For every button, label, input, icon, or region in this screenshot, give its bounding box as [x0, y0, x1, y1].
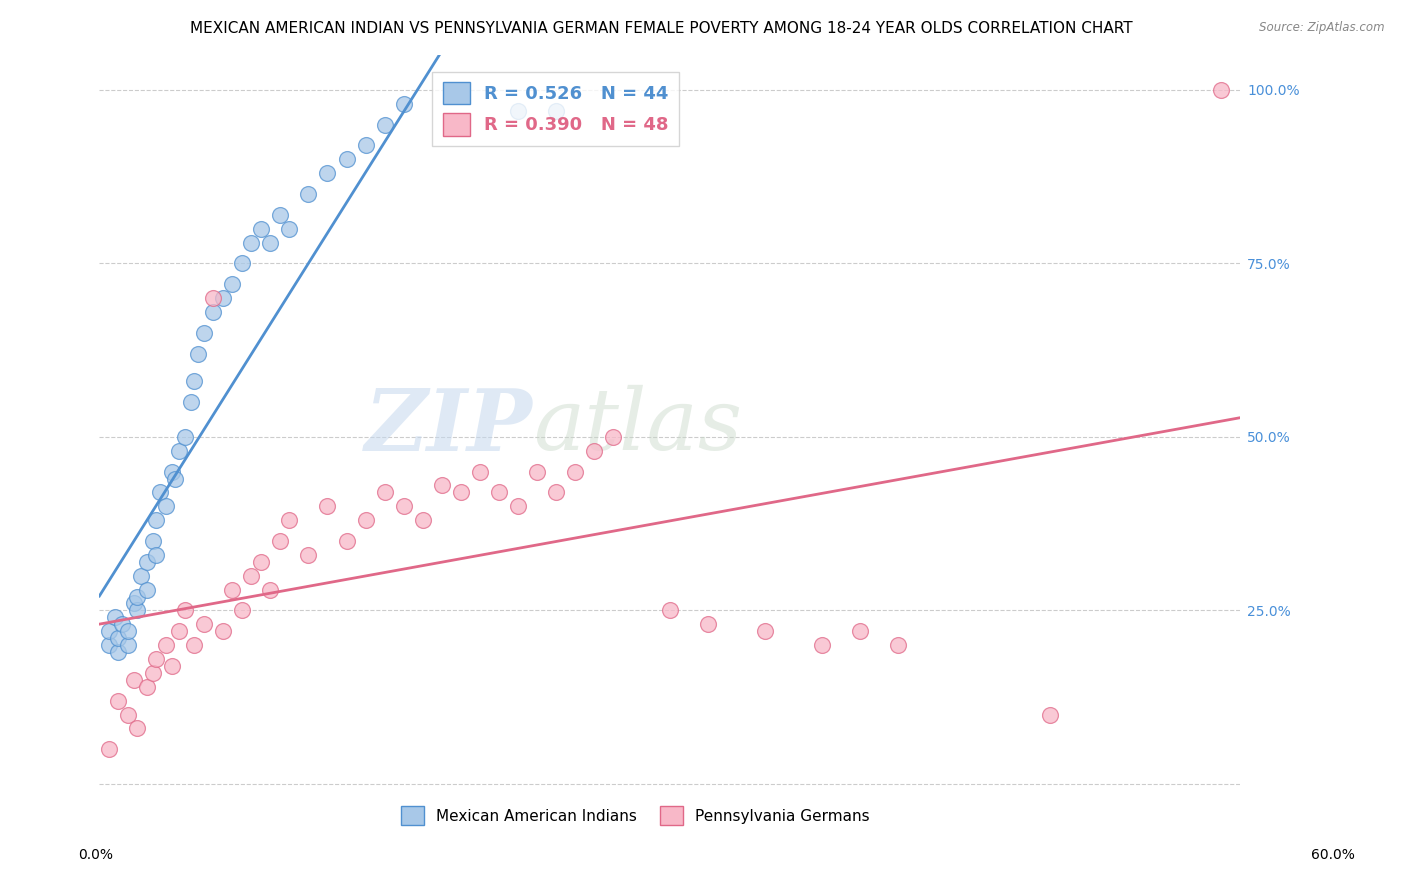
Point	[142, 533, 165, 548]
Point	[316, 166, 339, 180]
Point	[754, 624, 776, 639]
Point	[135, 555, 157, 569]
Text: 60.0%: 60.0%	[1310, 847, 1355, 862]
Point	[135, 582, 157, 597]
Point	[145, 548, 167, 562]
Point	[450, 485, 472, 500]
Legend: Mexican American Indians, Pennsylvania Germans: Mexican American Indians, Pennsylvania G…	[395, 800, 876, 831]
Point	[354, 513, 377, 527]
Point	[231, 256, 253, 270]
Point	[887, 638, 910, 652]
Point	[221, 582, 243, 597]
Text: ZIP: ZIP	[366, 384, 533, 468]
Point	[155, 638, 177, 652]
Point	[183, 375, 205, 389]
Point	[849, 624, 872, 639]
Point	[658, 603, 681, 617]
Point	[354, 138, 377, 153]
Point	[231, 603, 253, 617]
Point	[297, 548, 319, 562]
Point	[278, 513, 301, 527]
Point	[335, 533, 357, 548]
Point	[107, 693, 129, 707]
Point	[278, 221, 301, 235]
Point	[155, 500, 177, 514]
Point	[111, 617, 134, 632]
Point	[202, 305, 225, 319]
Point	[117, 707, 139, 722]
Point	[316, 500, 339, 514]
Point	[810, 638, 832, 652]
Point	[506, 500, 529, 514]
Point	[373, 485, 395, 500]
Point	[221, 277, 243, 292]
Point	[145, 652, 167, 666]
Point	[97, 638, 120, 652]
Point	[129, 568, 152, 582]
Point	[269, 208, 291, 222]
Text: MEXICAN AMERICAN INDIAN VS PENNSYLVANIA GERMAN FEMALE POVERTY AMONG 18-24 YEAR O: MEXICAN AMERICAN INDIAN VS PENNSYLVANIA …	[190, 21, 1132, 37]
Point	[1209, 83, 1232, 97]
Point	[392, 500, 415, 514]
Point	[107, 631, 129, 645]
Point	[412, 513, 434, 527]
Point	[602, 430, 624, 444]
Text: Source: ZipAtlas.com: Source: ZipAtlas.com	[1260, 21, 1385, 35]
Point	[174, 603, 197, 617]
Point	[212, 291, 235, 305]
Point	[259, 582, 281, 597]
Point	[250, 221, 273, 235]
Point	[103, 610, 125, 624]
Point	[167, 624, 190, 639]
Point	[526, 465, 548, 479]
Point	[180, 395, 202, 409]
Point	[544, 485, 567, 500]
Point	[142, 665, 165, 680]
Point	[127, 590, 149, 604]
Point	[250, 555, 273, 569]
Point	[160, 465, 183, 479]
Point	[193, 617, 215, 632]
Point	[117, 624, 139, 639]
Point	[1039, 707, 1062, 722]
Point	[544, 103, 567, 118]
Point	[167, 443, 190, 458]
Point	[240, 568, 263, 582]
Point	[564, 465, 586, 479]
Point	[696, 617, 718, 632]
Point	[127, 603, 149, 617]
Point	[145, 513, 167, 527]
Point	[506, 103, 529, 118]
Point	[135, 680, 157, 694]
Point	[488, 485, 510, 500]
Point	[165, 471, 187, 485]
Point	[193, 326, 215, 340]
Point	[297, 186, 319, 201]
Point	[127, 722, 149, 736]
Text: atlas: atlas	[533, 385, 742, 467]
Text: 0.0%: 0.0%	[79, 847, 112, 862]
Point	[269, 533, 291, 548]
Point	[149, 485, 172, 500]
Point	[582, 443, 605, 458]
Point	[187, 346, 209, 360]
Point	[160, 659, 183, 673]
Point	[240, 235, 263, 250]
Point	[202, 291, 225, 305]
Point	[117, 638, 139, 652]
Point	[430, 478, 453, 492]
Point	[122, 597, 145, 611]
Point	[122, 673, 145, 687]
Point	[212, 624, 235, 639]
Point	[107, 645, 129, 659]
Point	[468, 465, 491, 479]
Point	[174, 430, 197, 444]
Point	[392, 96, 415, 111]
Point	[335, 153, 357, 167]
Point	[259, 235, 281, 250]
Point	[183, 638, 205, 652]
Point	[373, 118, 395, 132]
Point	[97, 742, 120, 756]
Point	[97, 624, 120, 639]
